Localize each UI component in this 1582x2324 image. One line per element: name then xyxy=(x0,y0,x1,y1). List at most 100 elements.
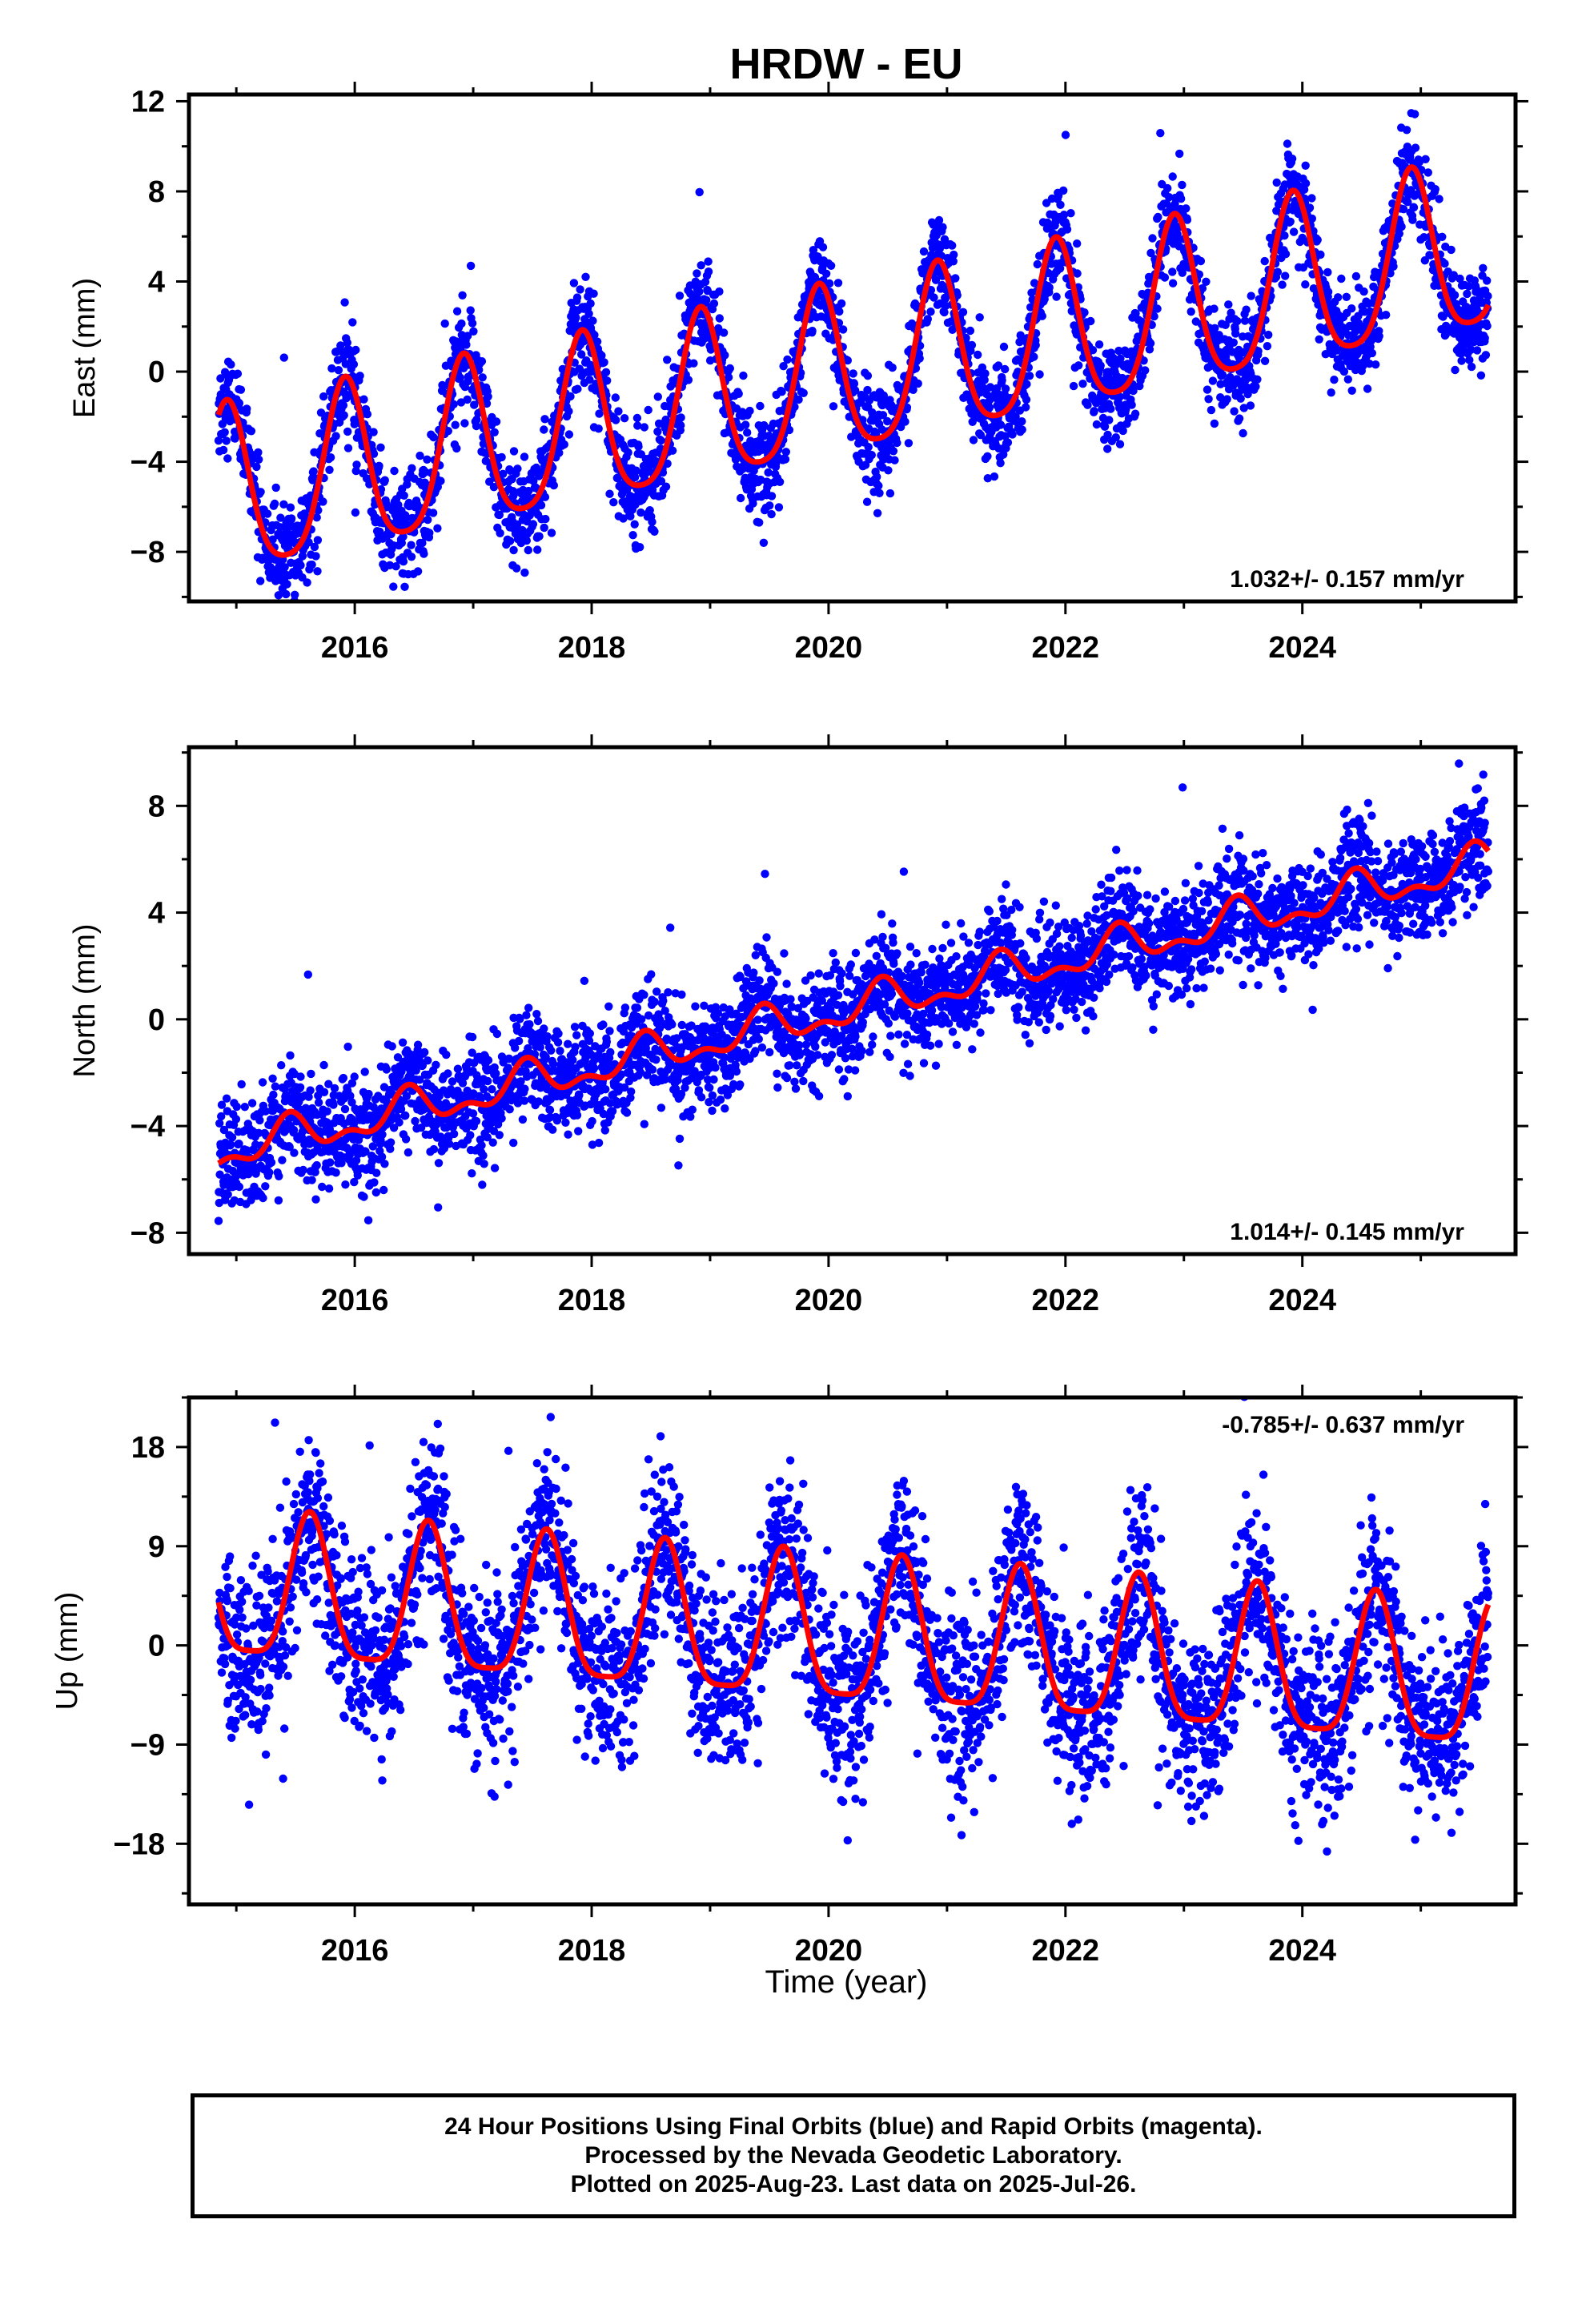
data-point xyxy=(1074,361,1083,370)
data-point xyxy=(1223,395,1231,404)
data-point xyxy=(1351,271,1361,281)
data-point xyxy=(1211,324,1219,332)
data-point xyxy=(271,1082,280,1091)
data-point xyxy=(704,267,713,276)
data-point xyxy=(299,1165,307,1175)
data-point xyxy=(243,404,251,413)
data-point xyxy=(602,1037,611,1047)
data-point xyxy=(407,553,416,561)
data-point xyxy=(818,243,828,251)
data-point xyxy=(1420,256,1430,265)
data-point xyxy=(620,414,629,423)
data-point xyxy=(1367,348,1377,358)
data-point xyxy=(849,380,859,388)
data-point xyxy=(1156,129,1165,138)
data-point xyxy=(528,520,538,529)
data-point xyxy=(883,416,892,426)
data-point xyxy=(401,1111,410,1120)
data-point xyxy=(314,506,323,515)
data-point xyxy=(1450,291,1460,300)
data-point xyxy=(215,1170,224,1179)
data-point xyxy=(1045,283,1054,292)
data-point xyxy=(483,1133,492,1142)
data-point xyxy=(994,361,1003,370)
data-point xyxy=(274,591,283,600)
data-point xyxy=(369,428,378,436)
data-point xyxy=(330,1084,339,1093)
data-point xyxy=(605,1027,614,1035)
data-point xyxy=(398,1038,408,1047)
data-point xyxy=(313,536,323,545)
data-point xyxy=(650,527,659,536)
data-point xyxy=(926,286,936,295)
data-point xyxy=(395,1118,404,1127)
data-point xyxy=(609,498,618,507)
data-point xyxy=(323,1107,331,1116)
data-point xyxy=(677,413,685,422)
data-point xyxy=(636,1068,645,1077)
data-point xyxy=(275,523,285,532)
data-point xyxy=(540,425,548,434)
data-point xyxy=(484,392,492,401)
data-point xyxy=(307,1176,316,1184)
data-point xyxy=(336,341,345,350)
data-point xyxy=(1236,394,1245,403)
data-point xyxy=(1334,293,1343,302)
data-point xyxy=(589,1063,599,1073)
data-point xyxy=(307,1069,315,1079)
data-point xyxy=(273,794,281,802)
data-point xyxy=(1323,267,1332,277)
data-point xyxy=(825,279,834,288)
data-point xyxy=(911,364,921,373)
data-point xyxy=(511,1043,520,1052)
y-tick-label: −8 xyxy=(130,536,165,569)
data-point xyxy=(590,331,599,340)
data-point xyxy=(630,520,639,529)
data-point xyxy=(809,246,818,255)
data-point xyxy=(375,461,383,470)
data-point xyxy=(428,509,438,517)
data-point xyxy=(399,533,408,541)
data-point xyxy=(1008,430,1017,439)
data-point xyxy=(1240,316,1250,325)
data-point xyxy=(1287,155,1297,163)
data-point xyxy=(1278,280,1287,289)
east-y-ticks xyxy=(176,99,1528,598)
data-point xyxy=(632,413,642,423)
data-point xyxy=(1281,250,1291,259)
data-point xyxy=(380,1160,389,1168)
data-point xyxy=(408,464,416,472)
data-point xyxy=(269,1090,278,1100)
data-point xyxy=(492,1069,500,1078)
data-point xyxy=(228,1166,237,1176)
data-point xyxy=(355,372,364,380)
data-point xyxy=(331,432,340,440)
data-point xyxy=(327,364,336,373)
data-point xyxy=(767,509,776,519)
data-point xyxy=(265,1168,274,1177)
data-point xyxy=(285,1143,294,1152)
data-point xyxy=(215,1119,224,1128)
data-point xyxy=(346,1092,355,1100)
data-point xyxy=(1439,312,1447,321)
data-point xyxy=(255,455,263,464)
data-point xyxy=(1168,279,1178,287)
data-point xyxy=(572,1111,582,1120)
data-point xyxy=(310,542,319,552)
data-point xyxy=(1203,385,1212,394)
data-point xyxy=(252,462,261,472)
data-point xyxy=(1411,143,1420,152)
data-point xyxy=(760,420,769,430)
data-point xyxy=(1018,417,1026,426)
data-point xyxy=(577,350,586,359)
data-point xyxy=(312,1160,321,1170)
data-point xyxy=(1022,403,1030,412)
data-point xyxy=(1146,339,1155,348)
data-point xyxy=(1030,352,1038,361)
data-point xyxy=(469,327,478,336)
data-point xyxy=(1103,430,1112,440)
data-point xyxy=(1323,287,1333,296)
data-point xyxy=(1073,239,1082,248)
data-point xyxy=(1327,388,1335,397)
